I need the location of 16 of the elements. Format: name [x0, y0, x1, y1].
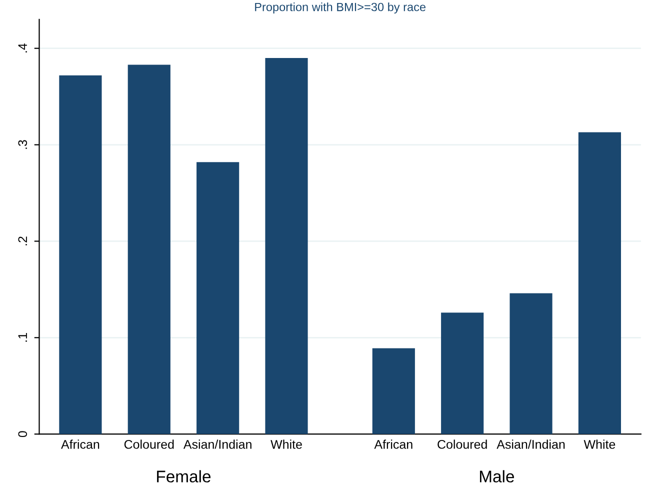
y-tick-label: 0 — [18, 431, 28, 438]
x-tick-label: African — [61, 440, 100, 449]
x-tick-label: Coloured — [124, 440, 174, 449]
x-tick-label: White — [270, 440, 302, 449]
y-tick-label: .1 — [18, 333, 27, 342]
x-tick-label: Coloured — [438, 440, 487, 449]
y-tick-label: .4 — [18, 43, 27, 52]
x-tick-label: African — [374, 440, 412, 449]
x-tick-label: White — [584, 440, 616, 449]
y-tick-label: .3 — [18, 140, 28, 149]
text: Male — [480, 470, 514, 482]
y-tick-label: .2 — [18, 236, 27, 246]
x-tick-label: Asian/Indian — [183, 440, 252, 449]
chart-title: Proportion with BMI>=30 by race — [255, 2, 426, 14]
x-tick-label: Asian/Indian — [496, 440, 565, 449]
text: Female — [157, 470, 211, 482]
